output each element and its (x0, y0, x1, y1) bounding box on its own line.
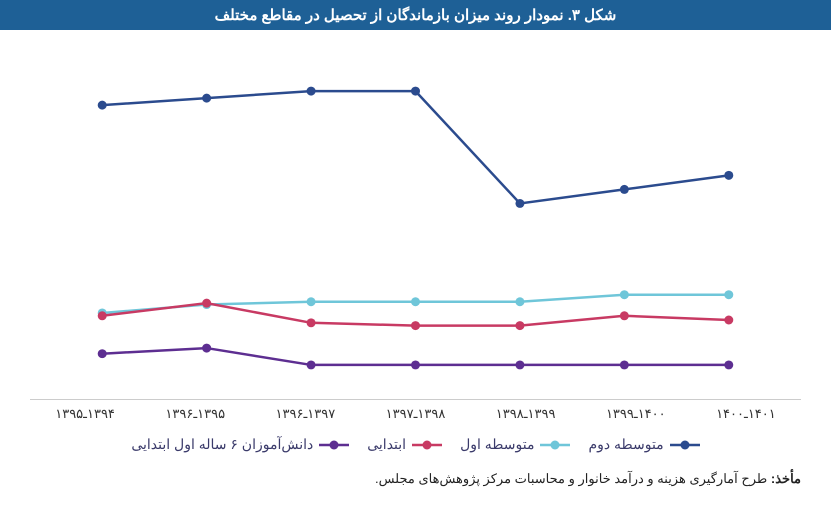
series-point-primary (515, 321, 524, 330)
series-point-students6 (98, 349, 107, 358)
series-point-primary (620, 311, 629, 320)
series-point-primary (411, 321, 420, 330)
series-point-secondary2 (307, 87, 316, 96)
x-axis-label: ۱۴۰۰ـ۱۳۹۹ (581, 406, 691, 422)
legend-label: دانش‌آموزان ۶ ساله اول ابتدایی (131, 436, 313, 453)
series-point-primary (724, 316, 733, 325)
legend-swatch-secondary2 (670, 438, 700, 452)
legend-label: ابتدایی (367, 436, 406, 453)
series-point-secondary1 (307, 297, 316, 306)
legend-item-secondary1: متوسطه اول (460, 436, 570, 453)
series-point-secondary2 (98, 101, 107, 110)
x-axis-label: ۱۴۰۱ـ۱۴۰۰ (691, 406, 801, 422)
series-point-secondary2 (724, 171, 733, 180)
series-point-secondary1 (724, 290, 733, 299)
legend-label: متوسطه اول (460, 436, 534, 453)
legend-label: متوسطه دوم (588, 436, 663, 453)
series-point-secondary1 (620, 290, 629, 299)
source-line: مأخذ: طرح آمارگیری هزینه و درآمد خانوار … (0, 471, 801, 487)
legend-swatch-primary (412, 438, 442, 452)
series-point-primary (202, 299, 211, 308)
source-label: مأخذ: (771, 471, 801, 486)
series-line-secondary2 (102, 91, 729, 203)
series-point-secondary2 (202, 94, 211, 103)
series-point-students6 (724, 360, 733, 369)
plot-area (30, 50, 801, 400)
x-axis-label: ۱۳۹۷ـ۱۳۹۶ (250, 406, 360, 422)
series-point-secondary2 (411, 87, 420, 96)
series-point-students6 (620, 360, 629, 369)
legend-item-secondary2: متوسطه دوم (588, 436, 699, 453)
source-text: طرح آمارگیری هزینه و درآمد خانوار و محاس… (375, 471, 767, 486)
series-point-students6 (515, 360, 524, 369)
plot-svg (30, 50, 801, 399)
x-axis-label: ۱۳۹۹ـ۱۳۹۸ (471, 406, 581, 422)
series-point-primary (307, 318, 316, 327)
chart-title: شکل ۳. نمودار روند میزان بازماندگان از ت… (0, 0, 831, 30)
series-point-students6 (307, 360, 316, 369)
series-point-students6 (202, 344, 211, 353)
series-point-secondary2 (515, 199, 524, 208)
legend: متوسطه دوم متوسطه اول ابتدایی دانش‌آموزا… (0, 436, 831, 453)
series-point-secondary1 (411, 297, 420, 306)
series-point-secondary1 (515, 297, 524, 306)
legend-item-primary: ابتدایی (367, 436, 442, 453)
chart-figure: شکل ۳. نمودار روند میزان بازماندگان از ت… (0, 0, 831, 512)
legend-item-students6: دانش‌آموزان ۶ ساله اول ابتدایی (131, 436, 349, 453)
series-point-students6 (411, 360, 420, 369)
x-axis-label: ۱۳۹۴ـ۱۳۹۵ (30, 406, 140, 422)
x-axis-label: ۱۳۹۸ـ۱۳۹۷ (360, 406, 470, 422)
x-axis-labels: ۱۳۹۴ـ۱۳۹۵۱۳۹۵ـ۱۳۹۶۱۳۹۷ـ۱۳۹۶۱۳۹۸ـ۱۳۹۷۱۳۹۹… (30, 406, 801, 422)
x-axis-label: ۱۳۹۵ـ۱۳۹۶ (140, 406, 250, 422)
legend-swatch-students6 (319, 438, 349, 452)
series-point-primary (98, 311, 107, 320)
legend-swatch-secondary1 (540, 438, 570, 452)
series-point-secondary2 (620, 185, 629, 194)
